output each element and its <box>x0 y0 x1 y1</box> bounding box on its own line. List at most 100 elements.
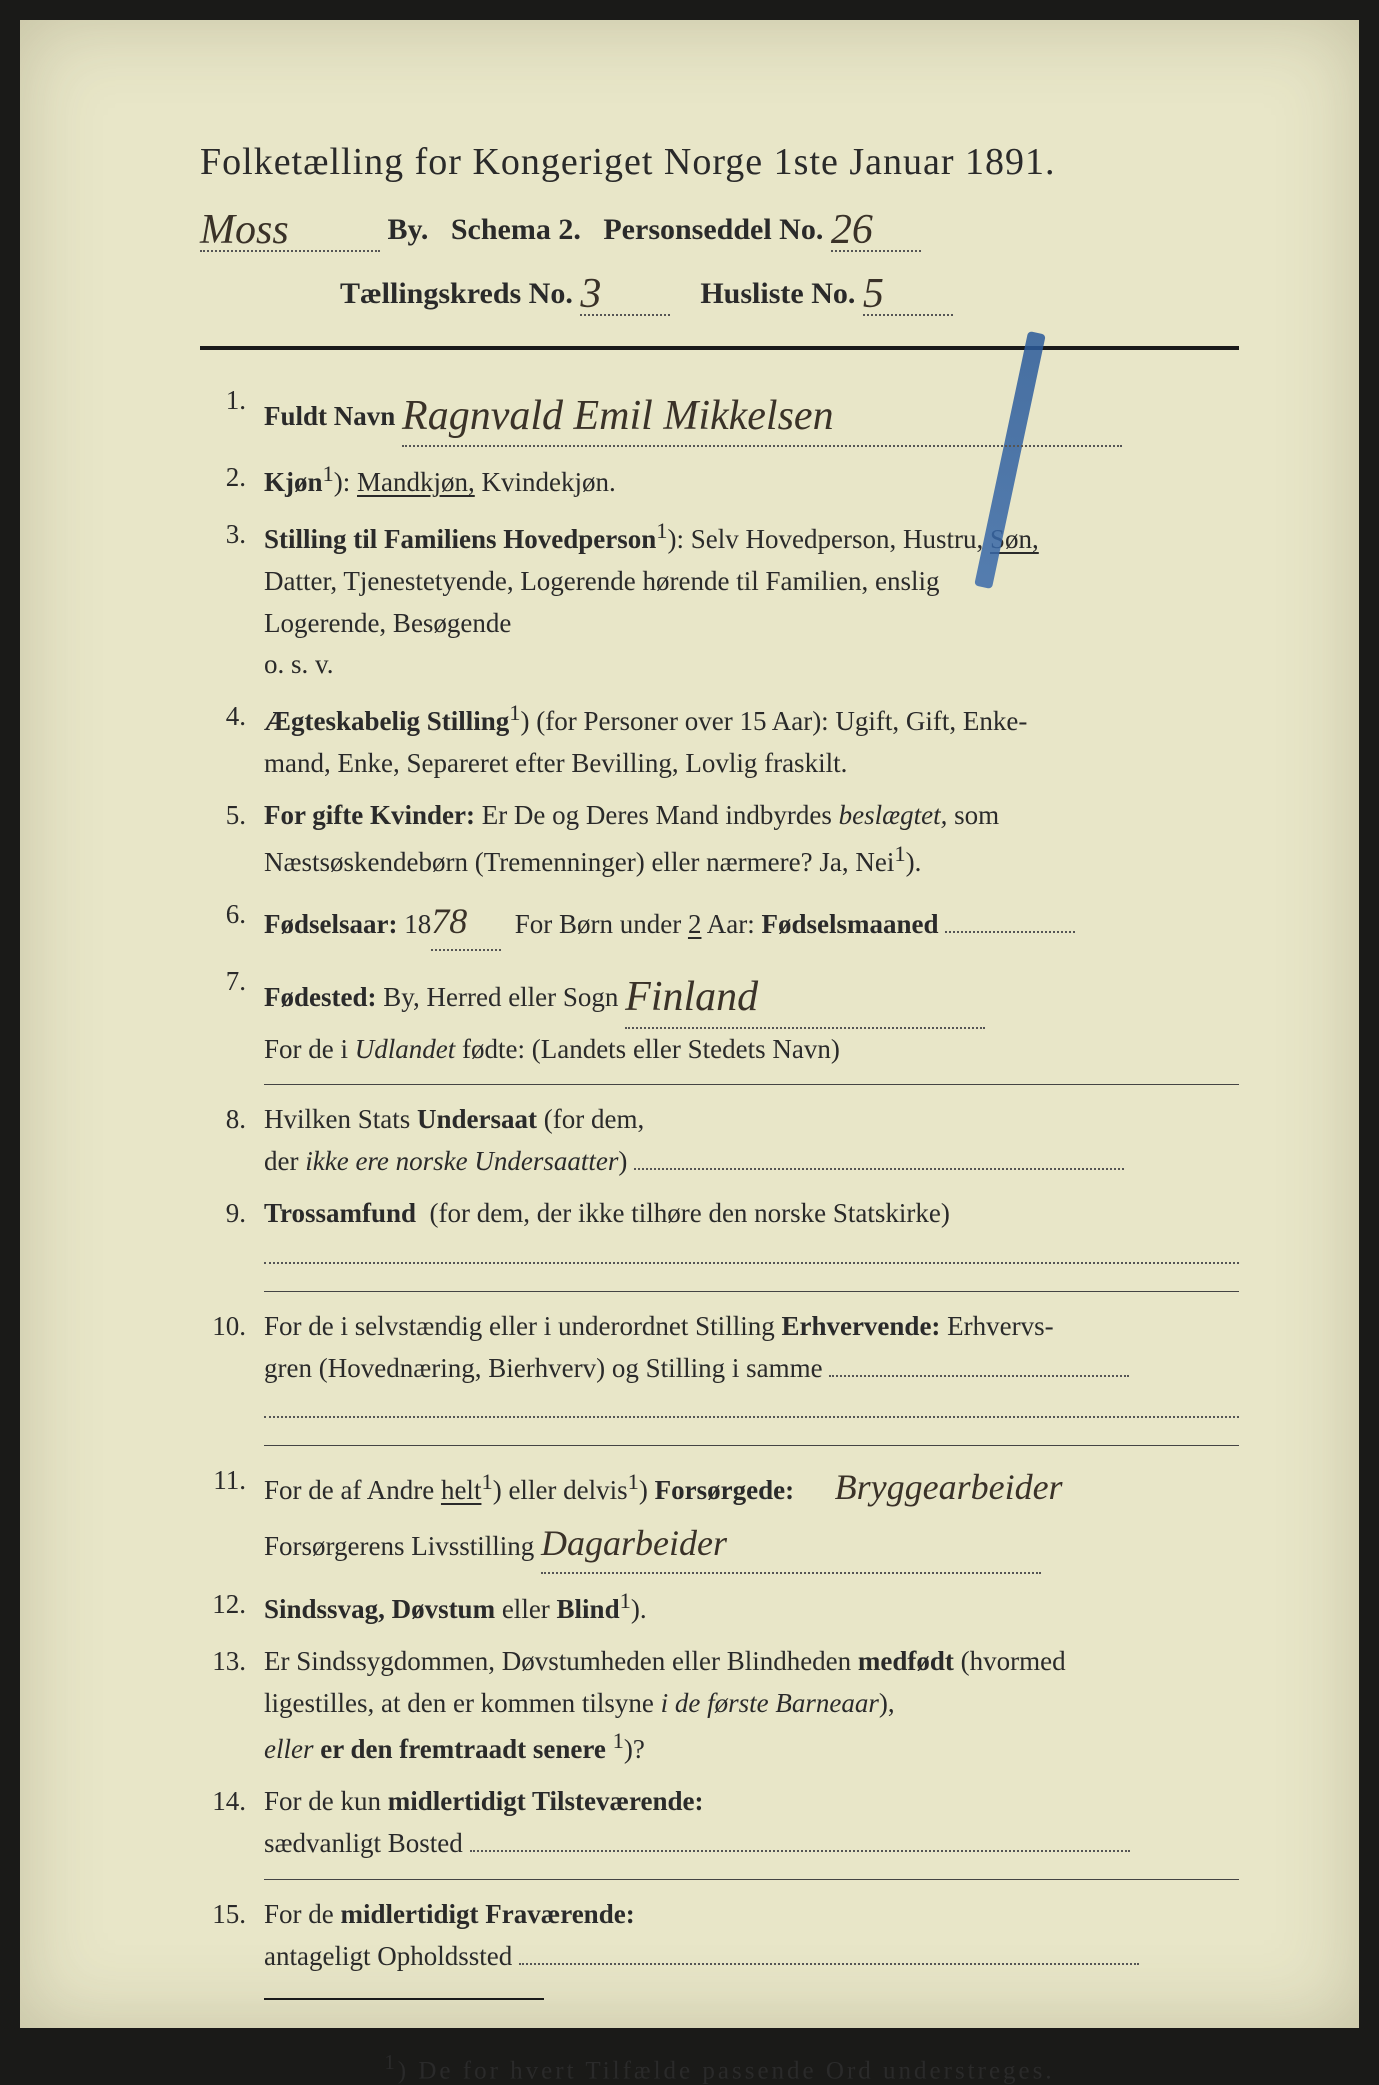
q14-row: 14. For de kun midlertidigt Tilsteværend… <box>200 1781 1239 1865</box>
q13-l3b: er den fremtraadt senere <box>320 1734 606 1764</box>
q4-label: Ægteskabelig Stilling <box>264 706 509 736</box>
q1-num: 1. <box>200 380 264 422</box>
q2-underlined: Mandkjøn, <box>357 467 475 497</box>
q3-label: Stilling til Familiens Hovedperson <box>264 524 656 554</box>
q15-field <box>519 1943 1139 1965</box>
q8-field <box>634 1148 1124 1170</box>
q7-rest: By, Herred eller Sogn <box>383 982 618 1012</box>
q10-rest: Erhvervs- <box>947 1311 1053 1341</box>
q13-l1: Er Sindssygdommen, Døvstumheden eller Bl… <box>264 1646 851 1676</box>
q6-row: 6. Fødselsaar: 1878 For Børn under 2 Aar… <box>200 894 1239 952</box>
q15-l2: antageligt Opholdssted <box>264 1941 512 1971</box>
q6-label: Fødselsaar: <box>264 909 397 939</box>
q5-row: 5. For gifte Kvinder: Er De og Deres Man… <box>200 795 1239 884</box>
personseddel-no-field: 26 <box>831 202 921 252</box>
q15-num: 15. <box>200 1894 264 1936</box>
q6-rest: For Børn under <box>515 909 681 939</box>
q8-ital: ikke ere norske Undersaatter <box>305 1146 618 1176</box>
q3-line4: o. s. v. <box>264 649 334 679</box>
q11-hw-right: Bryggearbeider <box>835 1467 1063 1507</box>
q15-row: 15. For de midlertidigt Fraværende: anta… <box>200 1894 1239 1978</box>
q2-rest: Kvindekjøn. <box>482 467 616 497</box>
q4-rest: (for Personer over 15 Aar): Ugift, Gift,… <box>536 706 1027 736</box>
q13-ital: i de første Barneaar <box>661 1688 879 1718</box>
q7-line2a: For de i <box>264 1034 348 1064</box>
q14-l2: sædvanligt Bosted <box>264 1828 463 1858</box>
q3-row: 3. Stilling til Familiens Hovedperson1):… <box>200 514 1239 686</box>
q8-l2a: der <box>264 1146 298 1176</box>
form-title: Folketælling for Kongeriget Norge 1ste J… <box>200 140 1239 184</box>
q3-line2: Datter, Tjenestetyende, Logerende hørend… <box>264 566 939 596</box>
q12-num: 12. <box>200 1584 264 1626</box>
q5-label: For gifte Kvinder: <box>264 800 475 830</box>
tkreds-label: Tællingskreds No. <box>340 277 573 310</box>
q13-num: 13. <box>200 1641 264 1683</box>
q5-rest: Er De og Deres Mand indbyrdes <box>482 800 832 830</box>
q9-row: 9. Trossamfund (for dem, der ikke tilhør… <box>200 1193 1239 1277</box>
q4-num: 4. <box>200 696 264 738</box>
q2-label: Kjøn <box>264 467 323 497</box>
q11-helt: helt <box>441 1475 482 1505</box>
q14-a: For de kun <box>264 1786 381 1816</box>
q5-ital: beslægtet, <box>839 800 948 830</box>
q7-label: Fødested: <box>264 982 376 1012</box>
header-rule <box>200 346 1239 350</box>
q6-rest2: Aar: <box>707 909 755 939</box>
q13-l3a: eller <box>264 1734 313 1764</box>
q9-rest: (for dem, der ikke tilhøre den norske St… <box>430 1198 950 1228</box>
q10-field1 <box>829 1355 1129 1377</box>
q11-row: 11. For de af Andre helt1) eller delvis1… <box>200 1460 1239 1574</box>
q6-month-field <box>945 911 1075 933</box>
by-label: By. <box>388 213 429 246</box>
q10-bold: Erhvervende: <box>781 1311 940 1341</box>
q6-num: 6. <box>200 894 264 936</box>
q10-l1: For de i selvstændig eller i underordnet… <box>264 1311 775 1341</box>
q5-rest2: som <box>954 800 999 830</box>
footnote-text: De for hvert Tilfælde passende Ord under… <box>418 2057 1054 2084</box>
q3-line3: Logerende, Besøgende <box>264 608 511 638</box>
schema-label: Schema 2. <box>451 213 581 246</box>
q8-l1b: (for dem, <box>544 1104 644 1134</box>
q12-rest: eller <box>502 1594 550 1624</box>
header-line-2: Tællingskreds No. 3 Husliste No. 5 <box>200 266 1239 316</box>
q8-row: 8. Hvilken Stats Undersaat (for dem, der… <box>200 1099 1239 1183</box>
footnote: 1) De for hvert Tilfælde passende Ord un… <box>200 2050 1239 2085</box>
q8-num: 8. <box>200 1099 264 1141</box>
q11-l2: Forsørgerens Livsstilling <box>264 1531 534 1561</box>
q8-l1a: Hvilken Stats <box>264 1104 410 1134</box>
personseddel-label: Personseddel No. <box>603 213 823 246</box>
q8-bold: Undersaat <box>417 1104 537 1134</box>
q1-row: 1. Fuldt Navn Ragnvald Emil Mikkelsen <box>200 380 1239 447</box>
q10-num: 10. <box>200 1306 264 1348</box>
husliste-no-field: 5 <box>863 266 953 316</box>
census-form-paper: Folketælling for Kongeriget Norge 1ste J… <box>20 20 1359 2028</box>
q7-ital: Udlandet <box>355 1034 456 1064</box>
q2-row: 2. Kjøn1): Mandkjøn, Kvindekjøn. <box>200 457 1239 504</box>
q13-rest: (hvormed <box>961 1646 1066 1676</box>
q4-line2: mand, Enke, Separeret efter Bevilling, L… <box>264 748 847 778</box>
q14-bold: midlertidigt Tilsteværende: <box>388 1786 704 1816</box>
q9-field <box>264 1242 1239 1264</box>
separator-1 <box>264 1084 1239 1085</box>
husliste-label: Husliste No. <box>700 277 855 310</box>
q5-line2: Næstsøskendebørn (Tremenninger) eller næ… <box>264 847 894 877</box>
q5-num: 5. <box>200 795 264 837</box>
q11-field: Dagarbeider <box>541 1516 1041 1574</box>
q7-line2b: fødte: (Landets eller Stedets Navn) <box>462 1034 840 1064</box>
q10-l2: gren (Hovednæring, Bierhverv) og Stillin… <box>264 1353 823 1383</box>
separator-2 <box>264 1291 1239 1292</box>
q12-label: Sindssvag, Døvstum <box>264 1594 495 1624</box>
q9-num: 9. <box>200 1193 264 1235</box>
q12-row: 12. Sindssvag, Døvstum eller Blind1). <box>200 1584 1239 1631</box>
q11-b: eller delvis <box>508 1475 627 1505</box>
q10-row: 10. For de i selvstændig eller i underor… <box>200 1306 1239 1432</box>
separator-4 <box>264 1879 1239 1880</box>
q6-year-prefix: 18 <box>404 909 431 939</box>
q10-field2 <box>264 1396 1239 1418</box>
q11-c: Forsørgede: <box>655 1475 794 1505</box>
q6-year-field: 78 <box>431 894 501 952</box>
q1-label: Fuldt Navn <box>264 401 395 431</box>
q15-a: For de <box>264 1899 334 1929</box>
q14-field <box>470 1830 1130 1852</box>
q11-a: For de af Andre <box>264 1475 434 1505</box>
